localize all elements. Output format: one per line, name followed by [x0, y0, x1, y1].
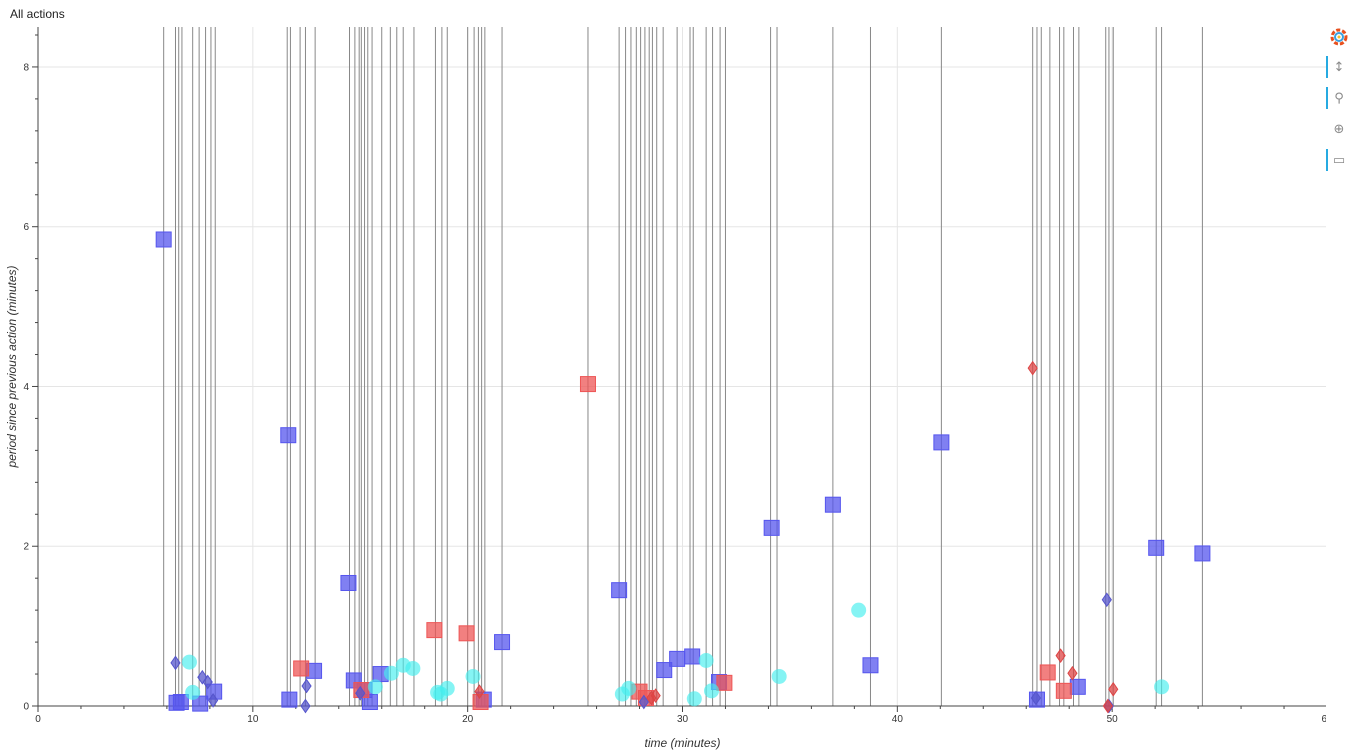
circle-marker: [771, 668, 787, 684]
square-marker: [172, 694, 189, 711]
diamond-marker: [355, 685, 366, 701]
chart-title: All actions: [10, 7, 65, 21]
circle-marker: [185, 684, 201, 700]
y-tick-label: 0: [23, 702, 29, 713]
x-tick-label: 50: [1107, 714, 1119, 725]
pan-tool-icon[interactable]: ↕: [1326, 56, 1350, 78]
circle-marker: [383, 665, 399, 681]
x-tick-label: 0: [35, 714, 41, 725]
circle-marker: [698, 652, 714, 668]
square-marker: [494, 634, 511, 651]
square-marker: [763, 519, 780, 536]
x-tick-label: 40: [892, 714, 904, 725]
y-tick-label: 2: [23, 542, 29, 553]
square-marker: [192, 695, 209, 712]
axes: 0 10 20 30 40 50 60 0 2 4 6 8: [23, 27, 1326, 725]
y-tick-label: 6: [23, 222, 29, 233]
square-marker: [361, 694, 378, 711]
diamond-marker: [300, 698, 311, 714]
diamond-marker: [1101, 592, 1112, 608]
event-vertical-lines: [163, 27, 1203, 706]
data-markers: [155, 231, 1211, 714]
y-tick-label: 8: [23, 62, 29, 73]
y-axis-label: period since previous action (minutes): [5, 265, 19, 468]
square-marker: [1069, 678, 1086, 695]
square-marker: [293, 660, 310, 677]
diamond-marker: [170, 655, 181, 671]
diamond-marker: [301, 678, 312, 694]
square-marker: [656, 662, 673, 679]
crosshair-tool-icon[interactable]: ⊕: [1333, 121, 1345, 137]
square-marker: [426, 622, 443, 639]
square-marker: [611, 582, 628, 599]
circle-marker: [704, 683, 720, 699]
diamond-marker: [650, 688, 661, 703]
square-marker: [155, 231, 172, 248]
circle-marker: [1154, 679, 1170, 695]
square-marker: [684, 648, 701, 665]
diamond-marker: [1067, 665, 1078, 681]
circle-marker: [686, 691, 702, 707]
diamond-marker: [1108, 681, 1119, 697]
x-tick-label: 30: [677, 714, 689, 725]
diamond-marker: [197, 669, 208, 685]
y-tick-label: 4: [23, 382, 29, 393]
square-marker: [716, 674, 733, 691]
square-marker: [1194, 545, 1211, 562]
circle-marker: [851, 602, 867, 618]
circle-marker: [621, 680, 637, 696]
diamond-marker: [1027, 360, 1038, 376]
diamond-marker: [1055, 648, 1066, 664]
grid-lines: [37, 27, 1326, 707]
hover-tool-icon[interactable]: ▭: [1326, 149, 1350, 171]
square-marker: [933, 434, 950, 451]
x-tick-label: 20: [462, 714, 474, 725]
circle-marker: [439, 680, 455, 696]
square-marker: [340, 574, 357, 591]
diamond-marker: [1030, 690, 1042, 706]
circle-marker: [405, 660, 421, 676]
circle-marker: [181, 654, 197, 670]
square-marker: [280, 427, 297, 444]
diamond-marker: [474, 684, 485, 699]
square-marker: [1039, 664, 1056, 681]
circle-marker: [465, 668, 481, 684]
square-marker: [458, 625, 475, 642]
diamond-marker: [207, 693, 219, 708]
diamond-marker: [202, 674, 213, 690]
wheel-zoom-tool-icon[interactable]: ⚲: [1326, 87, 1350, 109]
diamond-marker: [638, 694, 649, 710]
x-tick-label: 10: [247, 714, 259, 725]
square-marker: [281, 691, 298, 708]
square-marker: [862, 657, 879, 674]
x-axis-label: time (minutes): [644, 736, 720, 750]
square-marker: [824, 496, 841, 513]
chart-toolbar: ↕ ⚲ ⊕ ▭: [1326, 24, 1350, 184]
square-marker: [1055, 682, 1072, 699]
square-marker: [1148, 539, 1165, 556]
circle-marker: [367, 679, 383, 695]
diamond-marker: [1102, 698, 1113, 714]
x-tick-label: 60: [1321, 714, 1326, 725]
square-marker: [669, 650, 686, 667]
square-marker: [579, 376, 596, 393]
bokeh-logo-icon[interactable]: [1328, 26, 1350, 48]
